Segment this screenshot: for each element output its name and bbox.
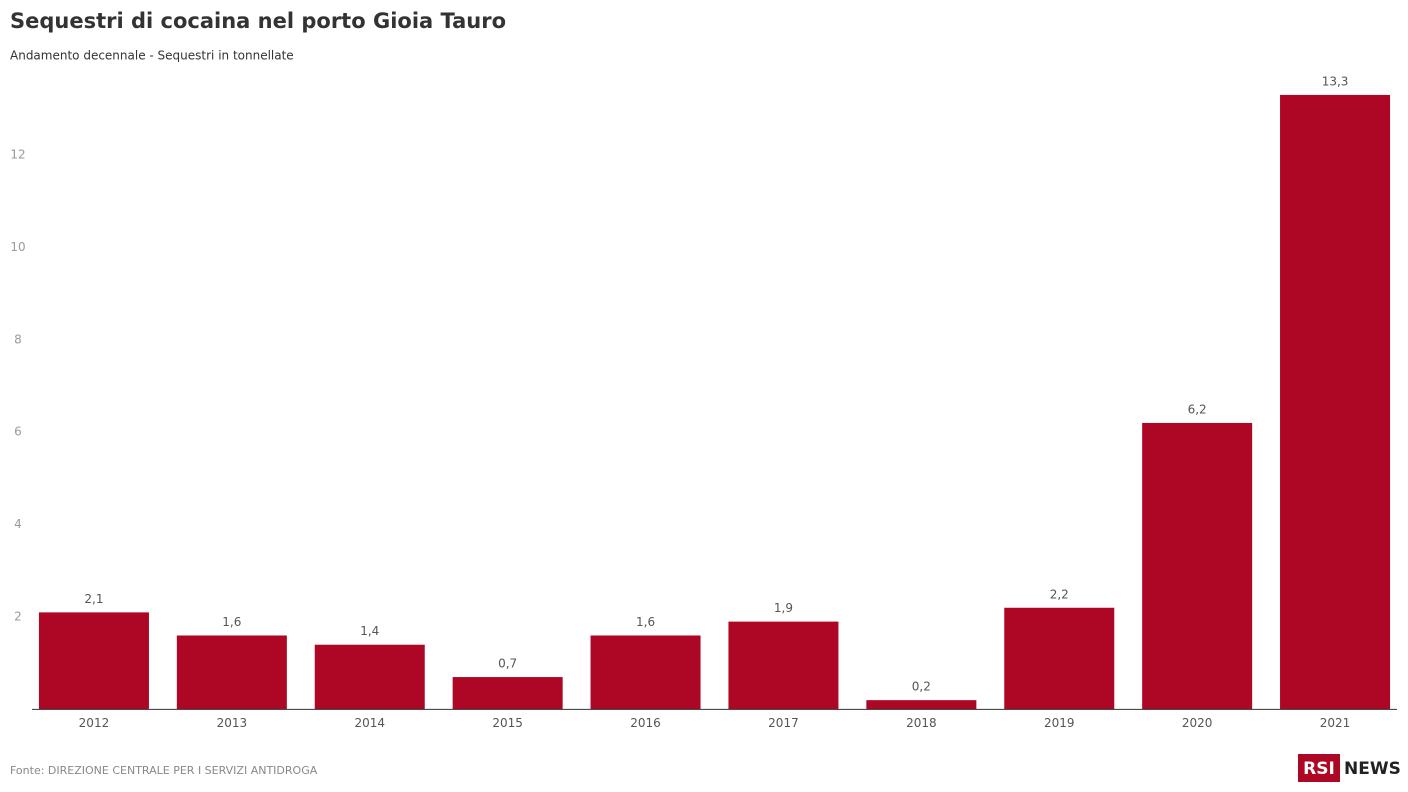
bar bbox=[38, 612, 149, 710]
x-tick-label: 2021 bbox=[1320, 716, 1351, 730]
source: Fonte: DIREZIONE CENTRALE PER I SERVIZI … bbox=[10, 764, 318, 777]
chart-subtitle: Andamento decennale - Sequestri in tonne… bbox=[10, 49, 294, 63]
chart-title: Sequestri di cocaina nel porto Gioia Tau… bbox=[10, 9, 506, 33]
bar bbox=[590, 635, 701, 710]
bar bbox=[452, 677, 563, 710]
bar bbox=[866, 700, 977, 710]
value-label: 13,3 bbox=[1322, 74, 1349, 88]
x-tick-label: 2015 bbox=[492, 716, 523, 730]
logo-label: NEWS bbox=[1344, 759, 1401, 779]
y-tick-label: 6 bbox=[14, 425, 22, 439]
value-label: 2,2 bbox=[1050, 587, 1069, 601]
bar bbox=[1004, 607, 1115, 710]
x-tick-label: 2020 bbox=[1182, 716, 1213, 730]
value-label: 2,1 bbox=[84, 592, 103, 606]
value-label: 6,2 bbox=[1188, 402, 1207, 416]
logo-box bbox=[1298, 754, 1340, 782]
logo-brand: RSI bbox=[1303, 759, 1335, 779]
y-tick-label: 4 bbox=[14, 517, 22, 531]
bar bbox=[1280, 94, 1391, 710]
x-tick-label: 2012 bbox=[79, 716, 110, 730]
value-label: 1,6 bbox=[636, 615, 655, 629]
value-label: 1,9 bbox=[774, 601, 793, 615]
x-tick-label: 2016 bbox=[630, 716, 661, 730]
y-tick-label: 12 bbox=[10, 148, 25, 162]
y-tick-label: 8 bbox=[14, 332, 22, 346]
x-tick-label: 2018 bbox=[906, 716, 937, 730]
bar bbox=[1142, 422, 1253, 710]
y-tick-label: 2 bbox=[14, 610, 22, 624]
y-tick-label: 10 bbox=[10, 240, 25, 254]
bar bbox=[728, 621, 839, 710]
value-label: 0,2 bbox=[912, 680, 931, 694]
x-tick-label: 2014 bbox=[354, 716, 385, 730]
bar bbox=[314, 644, 425, 710]
value-label: 1,6 bbox=[222, 615, 241, 629]
x-tick-label: 2019 bbox=[1044, 716, 1075, 730]
value-label: 0,7 bbox=[498, 657, 517, 671]
bar bbox=[176, 635, 287, 710]
x-tick-label: 2017 bbox=[768, 716, 799, 730]
value-label: 1,4 bbox=[360, 624, 379, 638]
x-tick-label: 2013 bbox=[217, 716, 248, 730]
